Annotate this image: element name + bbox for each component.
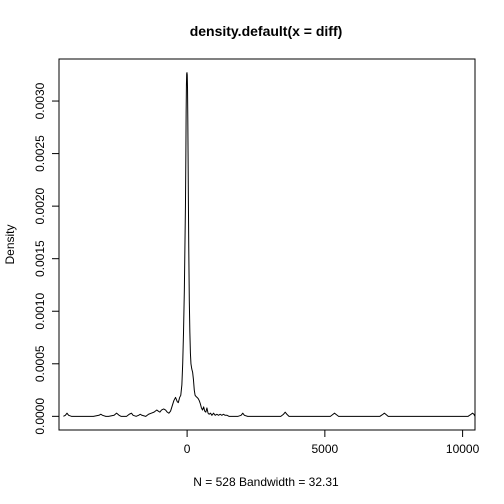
x-tick-label: 5000 xyxy=(312,442,339,456)
y-tick-label: 0.0000 xyxy=(33,398,47,435)
y-axis: 0.0000 0.0005 0.0010 0.0015 0.0020 0.0025 0.00… xyxy=(33,82,60,435)
y-tick-label: 0.0010 xyxy=(33,293,47,330)
y-tick-label: 0.0020 xyxy=(33,187,47,224)
x-tick-label: 10000 xyxy=(446,442,480,456)
y-axis-label: Density xyxy=(3,224,17,264)
y-tick-label: 0.0030 xyxy=(33,82,47,119)
plot-frame xyxy=(58,58,476,431)
density-curve xyxy=(63,72,476,417)
y-tick-label: 0.0005 xyxy=(33,345,47,382)
x-tick-label: 0 xyxy=(184,442,191,456)
y-tick-label: 0.0015 xyxy=(33,240,47,277)
chart-title: density.default(x = diff) xyxy=(190,23,343,39)
x-axis: 0 5000 10000 xyxy=(184,429,480,456)
y-tick-label: 0.0025 xyxy=(33,135,47,172)
x-axis-label: N = 528 Bandwidth = 32.31 xyxy=(193,475,339,489)
